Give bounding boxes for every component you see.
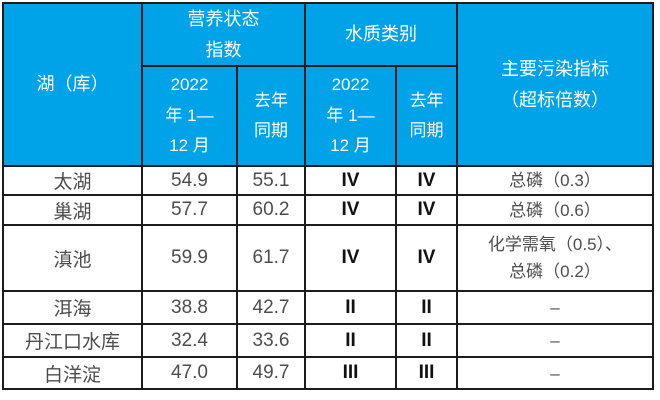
cell-lake-name: 巢湖 bbox=[2, 194, 143, 227]
header-nutrition-index-group: 营养状态 指数 bbox=[141, 1, 306, 68]
header-water-quality-group: 水质类别 bbox=[304, 1, 458, 68]
cell-nutrition-lastyear: 55.1 bbox=[236, 165, 306, 197]
table-row-danjiangkou: 丹江口水库 32.4 33.6 II II – bbox=[2, 323, 654, 359]
cell-lake-name: 丹江口水库 bbox=[2, 323, 143, 359]
cell-lake-name: 洱海 bbox=[2, 290, 143, 326]
table-row-chaohu: 巢湖 57.7 60.2 IV IV 总磷（0.6） bbox=[2, 194, 654, 227]
cell-nutrition-2022: 57.7 bbox=[141, 194, 238, 227]
header-nutrition-period-lastyear: 去年 同期 bbox=[236, 65, 306, 168]
cell-quality-2022: IV bbox=[304, 224, 397, 293]
cell-lake-name: 白洋淀 bbox=[2, 356, 143, 391]
cell-lake-name: 太湖 bbox=[2, 165, 143, 197]
table-body: 太湖 54.9 55.1 IV IV 总磷（0.3） 巢湖 57.7 60.2 … bbox=[2, 165, 654, 391]
header-quality-period-2022: 2022 年 1— 12 月 bbox=[304, 65, 397, 168]
cell-pollution: 化学需氧（0.5）、 总磷（0.2） bbox=[456, 224, 654, 293]
cell-quality-2022: II bbox=[304, 323, 397, 359]
cell-pollution: 总磷（0.6） bbox=[456, 194, 654, 227]
cell-nutrition-2022: 59.9 bbox=[141, 224, 238, 293]
cell-nutrition-lastyear: 60.2 bbox=[236, 194, 306, 227]
cell-lake-name: 滇池 bbox=[2, 224, 143, 293]
cell-quality-lastyear: IV bbox=[395, 165, 458, 197]
table-row-dianchi: 滇池 59.9 61.7 IV IV 化学需氧（0.5）、 总磷（0.2） bbox=[2, 224, 654, 293]
table-row-erhai: 洱海 38.8 42.7 II II – bbox=[2, 290, 654, 326]
cell-quality-lastyear: IV bbox=[395, 194, 458, 227]
cell-pollution: 总磷（0.3） bbox=[456, 165, 654, 197]
header-group-row: 湖（库） 营养状态 指数 水质类别 主要污染指标 （超标倍数） bbox=[2, 1, 654, 168]
cell-nutrition-lastyear: 42.7 bbox=[236, 290, 306, 326]
header-sub-row: 2022 年 1— 12 月 去年 同期 2022 年 1— 12 月 去年 同… bbox=[3, 65, 653, 168]
table-row-baiyangdian: 白洋淀 47.0 49.7 III III – bbox=[2, 356, 654, 391]
cell-nutrition-2022: 47.0 bbox=[141, 356, 238, 391]
header-lake: 湖（库） bbox=[2, 1, 143, 168]
cell-quality-2022: IV bbox=[304, 165, 397, 197]
cell-quality-2022: III bbox=[304, 356, 397, 391]
cell-nutrition-lastyear: 49.7 bbox=[236, 356, 306, 391]
header-quality-period-lastyear: 去年 同期 bbox=[395, 65, 458, 168]
cell-pollution: – bbox=[456, 323, 654, 359]
cell-quality-lastyear: III bbox=[395, 356, 458, 391]
cell-quality-lastyear: II bbox=[395, 323, 458, 359]
cell-pollution: – bbox=[456, 356, 654, 391]
cell-nutrition-lastyear: 61.7 bbox=[236, 224, 306, 293]
cell-quality-2022: II bbox=[304, 290, 397, 326]
header-main-pollution: 主要污染指标 （超标倍数） bbox=[456, 1, 654, 168]
lake-water-quality-table: 湖（库） 营养状态 指数 水质类别 主要污染指标 （超标倍数） 2022 年 1… bbox=[2, 1, 654, 391]
table-row-taihu: 太湖 54.9 55.1 IV IV 总磷（0.3） bbox=[2, 165, 654, 197]
cell-quality-lastyear: II bbox=[395, 290, 458, 326]
cell-nutrition-lastyear: 33.6 bbox=[236, 323, 306, 359]
table-header: 湖（库） 营养状态 指数 水质类别 主要污染指标 （超标倍数） 2022 年 1… bbox=[2, 1, 654, 168]
cell-pollution: – bbox=[456, 290, 654, 326]
header-nutrition-period-2022: 2022 年 1— 12 月 bbox=[141, 65, 238, 168]
cell-nutrition-2022: 32.4 bbox=[141, 323, 238, 359]
cell-nutrition-2022: 54.9 bbox=[141, 165, 238, 197]
cell-quality-lastyear: IV bbox=[395, 224, 458, 293]
cell-quality-2022: IV bbox=[304, 194, 397, 227]
cell-nutrition-2022: 38.8 bbox=[141, 290, 238, 326]
